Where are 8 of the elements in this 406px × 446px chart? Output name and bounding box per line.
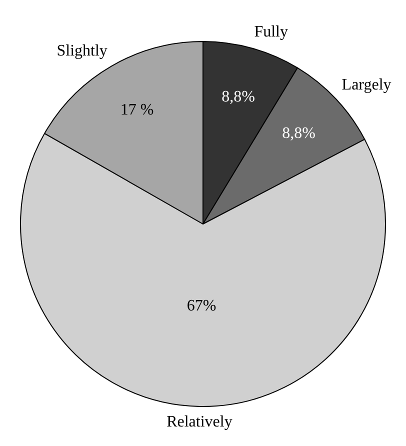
slice-label: Relatively: [166, 414, 232, 431]
slice-label: Fully: [254, 24, 288, 41]
data-label: 17 %: [120, 102, 154, 119]
data-label: 8,8%: [222, 88, 255, 106]
slice-label: Largely: [342, 76, 392, 94]
data-label: 8,8%: [282, 125, 316, 142]
slice-label: Slightly: [56, 42, 108, 60]
data-label: 67%: [186, 297, 216, 314]
